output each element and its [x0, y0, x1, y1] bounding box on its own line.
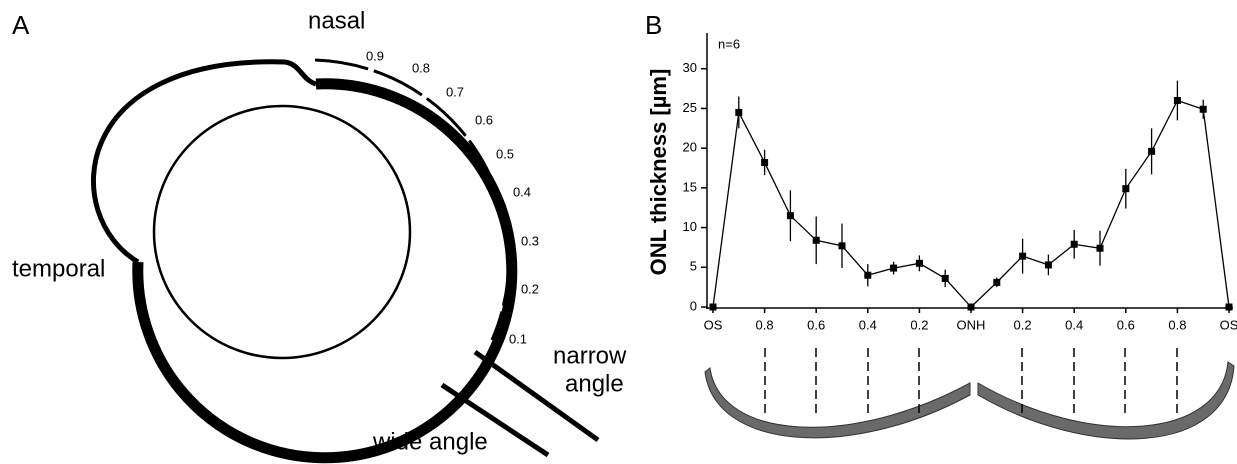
- x-tick-label: 0.4: [859, 317, 877, 332]
- scale-label: 0.2: [521, 281, 539, 296]
- label-angle: angle: [565, 370, 624, 397]
- lens: [152, 104, 412, 360]
- panel-label: B: [645, 10, 662, 40]
- data-point: [1199, 105, 1207, 113]
- y-tick-label: 5: [690, 259, 697, 274]
- data-point: [761, 158, 769, 166]
- scale-label: 0.9: [366, 48, 384, 63]
- scale-label: 0.4: [513, 184, 531, 199]
- data-point: [915, 259, 923, 267]
- data-point: [1225, 303, 1233, 311]
- data-point: [1070, 240, 1078, 248]
- data-point: [864, 271, 872, 279]
- y-axis-label: ONL thickness [µm]: [646, 69, 671, 276]
- annotation: n=6: [718, 36, 740, 51]
- data-point: [941, 274, 949, 282]
- wide-angle-line: [440, 382, 550, 458]
- x-tick-label: 0.2: [1014, 317, 1032, 332]
- label-narrow: narrow: [553, 342, 627, 369]
- label-nasal: nasal: [308, 7, 365, 34]
- scale-label: 0.5: [496, 146, 514, 161]
- scale-label: 0.3: [521, 233, 539, 248]
- data-point: [1148, 147, 1156, 155]
- data-point: [1122, 185, 1130, 193]
- data-point: [1044, 261, 1052, 269]
- data-point: [993, 278, 1001, 286]
- retina-arc: [132, 78, 518, 464]
- section-markers: [764, 348, 1178, 413]
- x-tick-label: OS: [704, 317, 723, 332]
- y-tick-label: 20: [683, 140, 697, 155]
- data-point: [786, 212, 794, 220]
- label-wide-angle: wide angle: [372, 428, 488, 455]
- data-point: [967, 303, 975, 311]
- scale-label: 0.7: [446, 84, 464, 99]
- narrow-angle-line: [473, 349, 600, 443]
- x-tick-label: 0.6: [807, 317, 825, 332]
- data-point: [1019, 252, 1027, 260]
- scale-label: 0.1: [509, 331, 527, 346]
- x-tick-label: 0.8: [1168, 317, 1186, 332]
- x-tick-label: 0.4: [1065, 317, 1083, 332]
- y-tick-label: 30: [683, 60, 697, 75]
- data-point: [1096, 244, 1104, 252]
- scale-label: 0.8: [412, 60, 430, 75]
- x-tick-label: OS: [1220, 317, 1237, 332]
- x-tick-label: 0.6: [1117, 317, 1135, 332]
- x-tick-label: 0.8: [756, 317, 774, 332]
- x-tick-label: 0.2: [910, 317, 928, 332]
- y-tick-label: 15: [683, 179, 697, 194]
- data-point: [812, 236, 820, 244]
- y-tick-label: 10: [683, 219, 697, 234]
- retina-left: [704, 367, 971, 439]
- label-temporal: temporal: [12, 255, 105, 282]
- y-tick-label: 25: [683, 100, 697, 115]
- retina-right: [977, 361, 1235, 440]
- retina-section: [704, 361, 1235, 440]
- data-point: [1173, 97, 1181, 105]
- data-point: [890, 264, 898, 272]
- cornea: [90, 59, 317, 265]
- scale-label: 0.6: [475, 112, 493, 127]
- data-point: [709, 303, 717, 311]
- x-tick-label: ONH: [957, 317, 986, 332]
- panel-label: A: [12, 10, 30, 40]
- eye-diagram: [90, 58, 600, 464]
- data-point: [838, 242, 846, 250]
- scale-arc: [314, 58, 511, 341]
- data-point: [735, 108, 743, 116]
- y-tick-label: 0: [690, 298, 697, 313]
